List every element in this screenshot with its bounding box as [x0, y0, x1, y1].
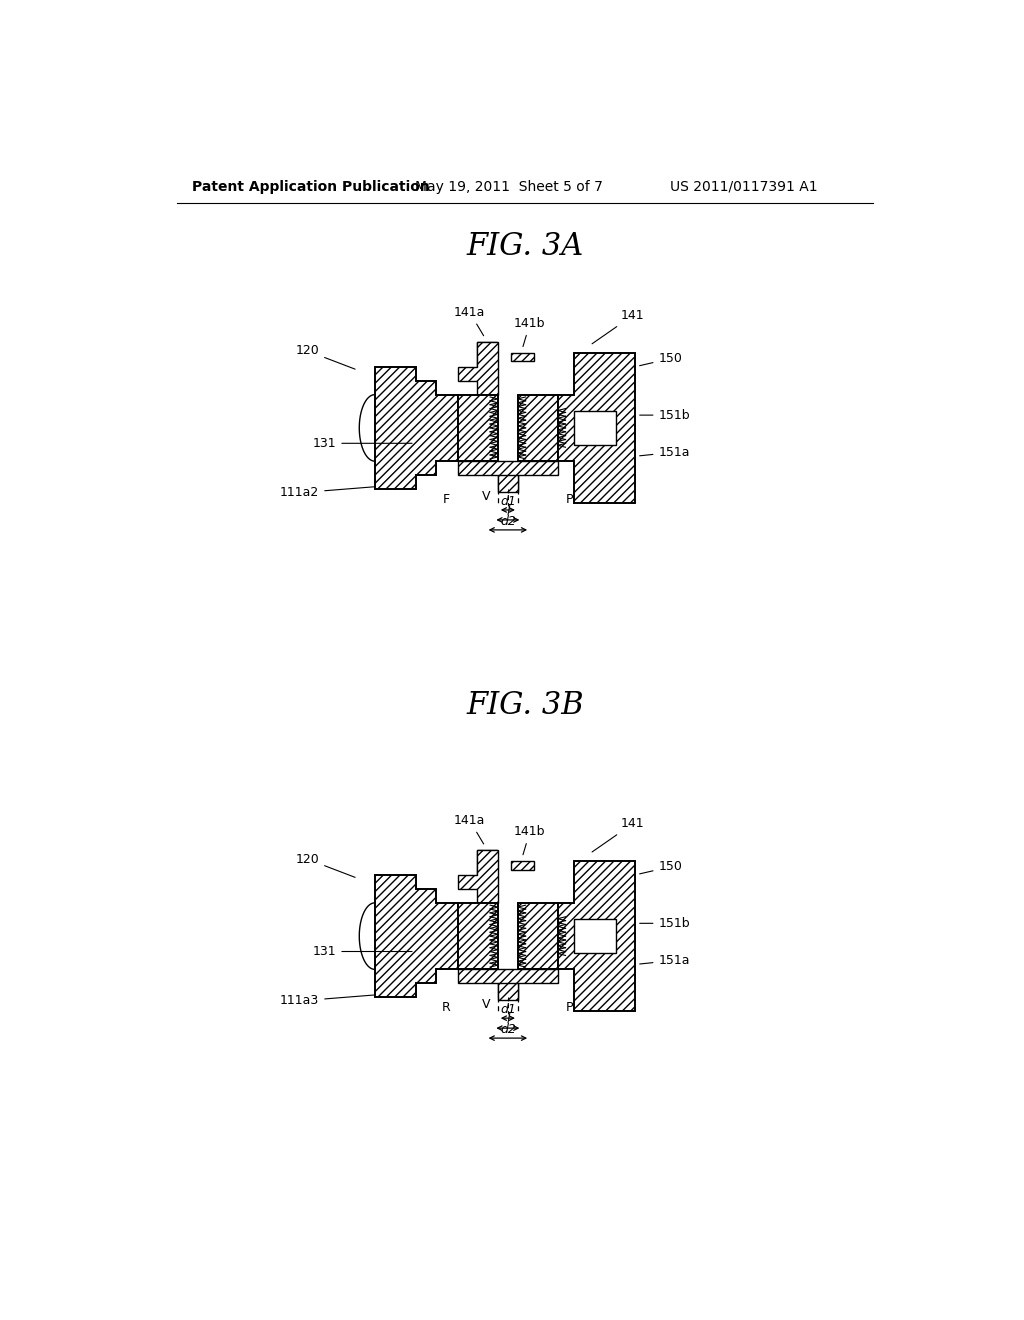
Text: 141: 141: [592, 817, 644, 851]
Polygon shape: [477, 850, 497, 875]
Text: 141b: 141b: [514, 317, 546, 347]
Text: P: P: [565, 492, 573, 506]
Polygon shape: [458, 461, 558, 488]
Text: 141a: 141a: [454, 306, 485, 335]
Polygon shape: [458, 969, 558, 997]
Text: d1: d1: [500, 1003, 516, 1016]
Text: l: l: [506, 504, 510, 517]
Text: d1: d1: [500, 495, 516, 508]
Bar: [574, 412, 616, 445]
Polygon shape: [558, 352, 635, 503]
Polygon shape: [518, 395, 558, 461]
Polygon shape: [511, 352, 535, 362]
Text: d2: d2: [500, 515, 516, 528]
Text: d2: d2: [500, 1023, 516, 1036]
Polygon shape: [498, 983, 518, 999]
Polygon shape: [375, 875, 458, 997]
Text: Patent Application Publication: Patent Application Publication: [193, 180, 430, 194]
Polygon shape: [511, 861, 535, 870]
Polygon shape: [458, 395, 498, 461]
Text: 111a3: 111a3: [280, 994, 374, 1007]
Text: F: F: [442, 492, 450, 506]
Bar: [574, 920, 616, 953]
Text: 141a: 141a: [454, 814, 485, 843]
Text: 120: 120: [296, 345, 355, 370]
Text: 120: 120: [296, 853, 355, 878]
Polygon shape: [498, 475, 518, 491]
Polygon shape: [518, 903, 558, 969]
Text: 131: 131: [312, 945, 412, 958]
Text: P: P: [565, 1001, 573, 1014]
Text: V: V: [482, 998, 490, 1011]
Text: 151b: 151b: [640, 917, 690, 929]
Text: 141: 141: [592, 309, 644, 343]
Text: FIG. 3A: FIG. 3A: [466, 231, 584, 263]
Polygon shape: [458, 342, 498, 395]
Text: US 2011/0117391 A1: US 2011/0117391 A1: [670, 180, 817, 194]
Polygon shape: [558, 861, 635, 1011]
Polygon shape: [477, 342, 497, 367]
Polygon shape: [458, 850, 498, 903]
Text: 111a2: 111a2: [280, 486, 374, 499]
Text: May 19, 2011  Sheet 5 of 7: May 19, 2011 Sheet 5 of 7: [416, 180, 603, 194]
Polygon shape: [458, 903, 498, 969]
Polygon shape: [375, 367, 458, 488]
Text: l: l: [506, 1012, 510, 1026]
Text: 151a: 151a: [640, 446, 690, 459]
Text: 141b: 141b: [514, 825, 546, 855]
Text: 131: 131: [312, 437, 412, 450]
Text: 151b: 151b: [640, 409, 690, 421]
Text: 150: 150: [640, 352, 682, 366]
Text: FIG. 3B: FIG. 3B: [466, 689, 584, 721]
Text: R: R: [442, 1001, 451, 1014]
Text: 150: 150: [640, 861, 682, 874]
Text: 151a: 151a: [640, 954, 690, 968]
Text: V: V: [482, 490, 490, 503]
